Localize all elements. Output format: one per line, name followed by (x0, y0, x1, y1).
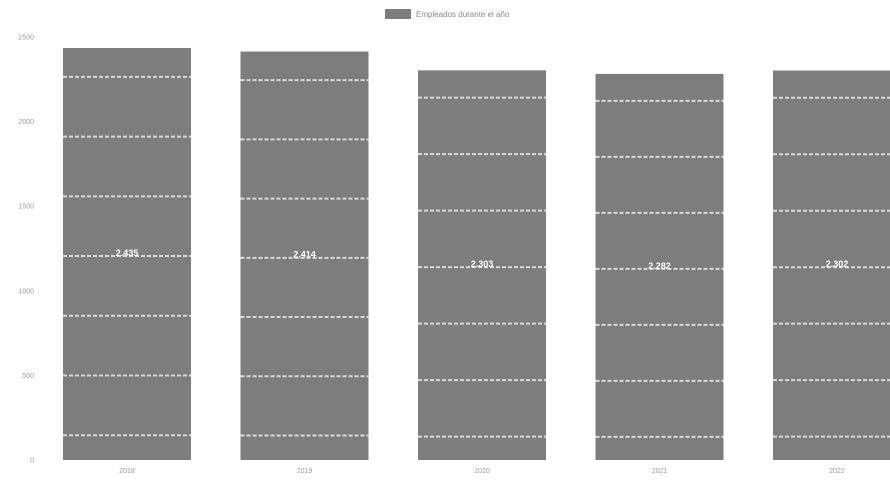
y-axis: 0 500 1000 1500 2000 2500 (18, 35, 34, 465)
bar-group: 2.282 (595, 73, 724, 461)
x-tick-label: 2021 (652, 468, 668, 475)
x-tick-label: 2019 (297, 468, 313, 475)
bar (240, 51, 369, 460)
y-tick-label: 1500 (18, 204, 34, 211)
bar (595, 73, 724, 461)
y-tick-label: 500 (22, 373, 34, 380)
bar-group: 2.435 (63, 47, 191, 461)
bar-group: 2.303 (418, 70, 546, 460)
y-tick-label: 2000 (18, 119, 34, 126)
data-label: 2.282 (648, 261, 671, 271)
x-tick-label: 2018 (119, 468, 135, 475)
bar-group: 2.302 (773, 70, 890, 461)
legend-swatch (385, 9, 411, 19)
y-tick-label: 0 (30, 458, 34, 465)
x-tick-label: 2022 (829, 468, 845, 475)
y-tick-label: 2500 (18, 35, 34, 42)
data-label: 2.303 (471, 259, 494, 269)
legend: Empleados durante el año (385, 9, 510, 19)
data-label: 2.414 (293, 250, 316, 260)
legend-label: Empleados durante el año (416, 10, 510, 19)
bar (63, 47, 191, 461)
bar-group: 2.414 (240, 51, 369, 460)
data-label: 2.302 (826, 259, 849, 269)
x-axis: 2018 2019 2020 2021 2022 (119, 468, 845, 475)
y-tick-label: 1000 (18, 288, 34, 295)
x-tick-label: 2020 (474, 468, 490, 475)
bar (418, 70, 546, 460)
bars: 2.435 2.414 2.303 2.282 2.302 (63, 47, 890, 461)
data-label: 2.435 (116, 248, 139, 258)
bar (773, 70, 890, 461)
